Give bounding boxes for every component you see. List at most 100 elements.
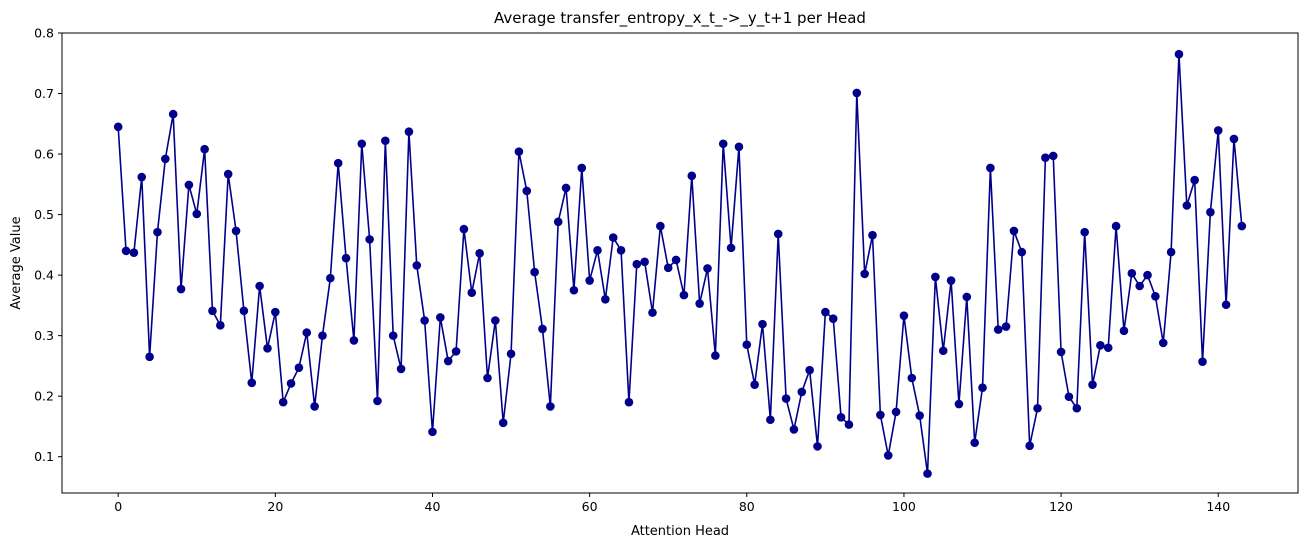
- data-point: [436, 313, 445, 322]
- data-point: [789, 425, 799, 434]
- data-point: [1143, 270, 1152, 280]
- data-point: [1206, 207, 1215, 217]
- data-point: [381, 136, 390, 146]
- data-point: [1041, 153, 1050, 162]
- data-point: [1009, 226, 1019, 236]
- data-point: [1135, 281, 1144, 291]
- data-point: [192, 209, 202, 219]
- data-point: [137, 172, 147, 182]
- data-point: [1221, 300, 1231, 310]
- data-point: [420, 316, 429, 325]
- data-point: [412, 261, 422, 270]
- data-point: [883, 451, 893, 460]
- data-point: [1033, 403, 1042, 413]
- data-point: [828, 314, 838, 323]
- data-point: [1111, 221, 1121, 231]
- data-point: [467, 288, 477, 297]
- data-point: [766, 415, 775, 425]
- x-tick-label: 20: [267, 499, 283, 514]
- data-point: [396, 364, 406, 374]
- data-point: [1229, 134, 1239, 144]
- data-point: [907, 373, 917, 383]
- data-point: [443, 356, 453, 366]
- data-point: [491, 316, 500, 325]
- data-point: [962, 292, 972, 302]
- data-point: [711, 351, 720, 360]
- data-point: [1103, 343, 1113, 353]
- data-point: [797, 387, 807, 397]
- data-point: [1088, 380, 1097, 389]
- data-point: [781, 394, 791, 403]
- data-point: [530, 267, 539, 277]
- data-point: [113, 122, 123, 132]
- y-axis-label: Average Value: [9, 216, 24, 309]
- data-point: [1158, 338, 1168, 348]
- data-point: [200, 144, 209, 154]
- data-point: [357, 139, 367, 149]
- data-point: [868, 230, 877, 240]
- data-point: [1166, 247, 1176, 257]
- data-point: [341, 253, 351, 263]
- data-point: [805, 365, 814, 375]
- data-point: [263, 344, 272, 353]
- data-point: [129, 248, 139, 258]
- data-point: [671, 255, 681, 265]
- data-point: [538, 324, 547, 334]
- data-point: [931, 272, 940, 282]
- data-point: [860, 269, 869, 279]
- data-point: [970, 438, 979, 448]
- data-point: [1056, 347, 1066, 357]
- data-point: [1174, 49, 1184, 59]
- data-point: [223, 169, 233, 179]
- data-point: [553, 217, 563, 227]
- data-point: [1151, 291, 1160, 301]
- data-point: [239, 306, 249, 316]
- data-point: [938, 346, 948, 356]
- data-point: [459, 224, 469, 234]
- data-point: [161, 154, 170, 164]
- data-point: [349, 336, 359, 345]
- data-point: [216, 321, 225, 330]
- data-point: [946, 276, 956, 285]
- data-point: [632, 259, 642, 269]
- data-point: [577, 163, 587, 173]
- y-tick-label: 0.7: [34, 86, 54, 101]
- data-point: [679, 290, 689, 300]
- data-point: [758, 319, 767, 329]
- data-point: [404, 127, 414, 136]
- data-point: [326, 273, 335, 283]
- data-point: [986, 163, 995, 173]
- x-tick-label: 0: [114, 499, 122, 514]
- data-point: [648, 308, 657, 317]
- data-point: [333, 158, 343, 168]
- y-tick-label: 0.8: [34, 26, 54, 41]
- data-point: [954, 399, 964, 409]
- data-point: [899, 311, 909, 320]
- y-tick-label: 0.1: [34, 449, 54, 464]
- x-axis-label: Attention Head: [631, 524, 729, 539]
- data-point: [365, 235, 374, 244]
- x-tick-label: 80: [739, 499, 755, 514]
- data-point: [742, 340, 752, 350]
- data-point: [208, 306, 217, 316]
- data-point: [695, 299, 704, 308]
- data-point: [1025, 441, 1034, 451]
- data-point: [271, 307, 280, 317]
- data-point: [475, 249, 484, 258]
- data-point: [703, 264, 712, 273]
- x-tick-label: 140: [1206, 499, 1230, 514]
- x-tick-label: 120: [1049, 499, 1073, 514]
- data-point: [616, 245, 626, 255]
- data-point: [663, 263, 673, 273]
- data-point: [978, 383, 987, 392]
- data-point: [1096, 341, 1105, 350]
- data-point: [1080, 227, 1089, 237]
- y-tick-label: 0.6: [34, 147, 54, 162]
- data-point: [915, 411, 924, 420]
- data-point: [168, 109, 178, 119]
- data-point: [923, 469, 932, 478]
- data-point: [184, 180, 194, 190]
- y-tick-label: 0.3: [34, 328, 54, 343]
- data-point: [891, 407, 901, 417]
